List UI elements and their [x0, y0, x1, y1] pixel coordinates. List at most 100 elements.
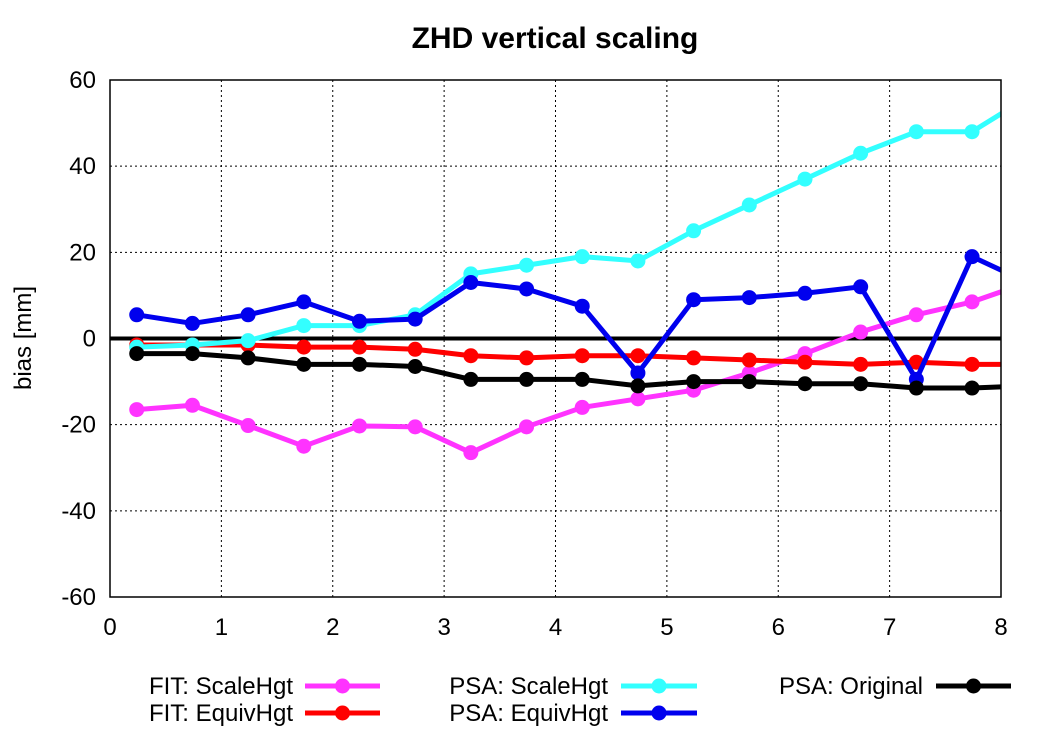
x-tick-label: 0 — [103, 614, 116, 641]
data-point — [574, 249, 590, 265]
data-point — [351, 356, 367, 372]
data-point — [797, 171, 813, 187]
data-point — [908, 380, 924, 396]
legend-label: PSA: ScaleHgt — [449, 673, 608, 700]
data-point — [1020, 378, 1035, 393]
data-point — [741, 374, 757, 390]
data-point — [519, 281, 535, 297]
x-tick-label: 1 — [215, 614, 228, 641]
data-point — [686, 350, 702, 366]
data-point — [351, 313, 367, 329]
data-point — [519, 419, 535, 435]
data-point — [574, 298, 590, 314]
data-point — [630, 365, 646, 381]
data-point — [240, 307, 256, 323]
y-tick-label: -40 — [61, 498, 96, 525]
data-point — [296, 339, 312, 355]
data-point — [129, 402, 145, 418]
data-point — [630, 253, 646, 269]
data-point — [574, 399, 590, 415]
data-point — [240, 418, 256, 434]
data-point — [964, 294, 980, 310]
data-point — [574, 348, 590, 364]
data-point — [407, 341, 423, 357]
data-point — [240, 350, 256, 366]
data-point — [407, 359, 423, 375]
series-psa-equivhgt — [129, 249, 1035, 387]
y-axis-label: bias [mm] — [10, 286, 37, 390]
data-point — [184, 346, 200, 362]
legend-swatch-marker — [651, 705, 667, 721]
data-point — [741, 352, 757, 368]
data-point — [797, 376, 813, 392]
data-point — [296, 438, 312, 454]
data-point — [853, 145, 869, 161]
data-point — [129, 346, 145, 362]
y-tick-label: 0 — [83, 326, 96, 353]
y-tick-label: -20 — [61, 412, 96, 439]
data-point — [741, 197, 757, 213]
x-tick-label: 7 — [883, 614, 896, 641]
series-layer — [129, 110, 1035, 461]
data-point — [296, 294, 312, 310]
x-tick-label: 4 — [549, 614, 562, 641]
legend-swatch-marker — [335, 678, 350, 694]
data-point — [519, 371, 535, 387]
data-point — [296, 318, 312, 334]
legend-swatch-marker — [335, 705, 350, 721]
data-point — [797, 285, 813, 301]
legend-entry: FIT: EquivHgt — [149, 700, 380, 727]
x-tick-label: 5 — [660, 614, 673, 641]
data-point — [574, 371, 590, 387]
chart-title: ZHD vertical scaling — [412, 22, 699, 55]
data-point — [1020, 275, 1035, 290]
series-psa-scalehgt — [129, 110, 1001, 355]
data-point — [463, 371, 479, 387]
data-point — [129, 307, 145, 323]
data-point — [519, 257, 535, 273]
data-point — [296, 356, 312, 372]
data-point — [463, 445, 479, 461]
legend-label: FIT: ScaleHgt — [149, 673, 293, 700]
plot-frame — [109, 79, 1002, 598]
data-point — [853, 376, 869, 392]
data-point — [964, 356, 980, 372]
data-point — [630, 348, 646, 364]
x-tick-label: 6 — [772, 614, 785, 641]
data-point — [463, 274, 479, 290]
data-point — [184, 315, 200, 331]
data-point — [407, 311, 423, 327]
data-point — [908, 124, 924, 140]
legend-entry: PSA: ScaleHgt — [449, 673, 697, 700]
x-tick-label: 2 — [326, 614, 339, 641]
legend-entry: PSA: Original — [779, 673, 1011, 700]
y-tick-label: 20 — [69, 239, 96, 266]
data-point — [686, 223, 702, 239]
data-point — [351, 418, 367, 434]
data-point — [741, 290, 757, 306]
x-tick-label: 3 — [437, 614, 450, 641]
data-point — [964, 249, 980, 265]
data-point — [519, 350, 535, 366]
data-point — [630, 391, 646, 407]
legend-label: PSA: Original — [779, 673, 923, 700]
data-point — [853, 324, 869, 340]
legend-entry: FIT: ScaleHgt — [149, 673, 380, 700]
data-point — [463, 348, 479, 364]
data-point — [964, 380, 980, 396]
data-point — [1020, 357, 1035, 372]
data-point — [797, 354, 813, 370]
tick-labels: 0 1 2 3 4 5 6 7 8 -60 -40 -20 0 20 40 60 — [61, 67, 1007, 641]
legend-label: FIT: EquivHgt — [149, 700, 293, 727]
data-point — [184, 397, 200, 413]
data-point — [351, 339, 367, 355]
y-tick-label: 60 — [69, 67, 96, 94]
series-fit-scalehgt — [129, 275, 1035, 461]
data-point — [1020, 275, 1035, 290]
legend-label: PSA: EquivHgt — [449, 700, 608, 727]
y-tick-label: 40 — [69, 153, 96, 180]
legend-swatch-marker — [651, 678, 667, 694]
data-point — [853, 356, 869, 372]
